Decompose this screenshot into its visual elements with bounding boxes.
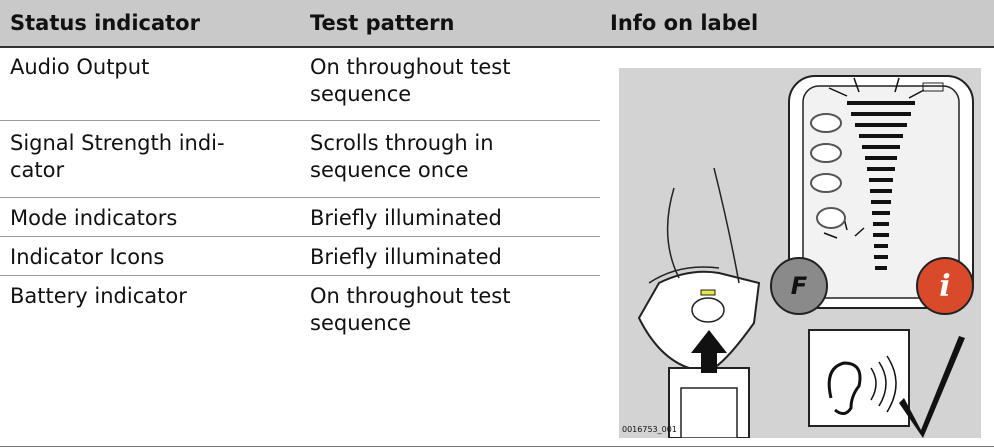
signal-bars [847, 101, 915, 270]
sound-waves [870, 355, 897, 413]
header-cell: Test pattern [310, 11, 455, 35]
header-cell: Info on label [610, 11, 759, 35]
table-cell: Battery indicator [10, 284, 187, 308]
table-cell: On throughout test sequence [310, 284, 511, 335]
thumb-outline [648, 266, 720, 284]
table-header: Status indicator Test pattern Info on la… [0, 0, 994, 48]
table-cell: Indicator Icons [10, 245, 165, 269]
f-button [770, 257, 828, 315]
mode-indicators [810, 113, 846, 229]
hand-outline [666, 167, 740, 284]
table-cell: Briefly illuminated [310, 206, 502, 230]
table-cell: On throughout test sequence [310, 55, 511, 106]
flash-lines [823, 77, 925, 239]
table-cell: Scrolls through in sequence once [310, 131, 494, 182]
table-cell: Signal Strength indi- cator [10, 131, 225, 182]
i-button-label: i [939, 269, 950, 304]
checkmark [899, 336, 965, 438]
row-rule [0, 197, 600, 198]
i-button [916, 257, 974, 315]
table-cell: Mode indicators [10, 206, 178, 230]
label-illustration: F i 0016753_001 [619, 68, 981, 438]
ear-icon [827, 361, 862, 415]
led [700, 289, 716, 296]
header-cell: Status indicator [10, 11, 200, 35]
battery-icon [922, 82, 944, 92]
row-rule [0, 275, 600, 276]
row-rule [0, 120, 600, 121]
table-cell: Briefly illuminated [310, 245, 502, 269]
device-handle-inner [680, 387, 738, 438]
table-cell: Audio Output [10, 55, 150, 79]
device-button [691, 297, 725, 323]
f-button-label: F [791, 272, 808, 300]
arrow [691, 330, 727, 373]
table-bottom-rule [0, 446, 994, 447]
row-rule [0, 236, 600, 237]
figure-id: 0016753_001 [622, 425, 677, 434]
